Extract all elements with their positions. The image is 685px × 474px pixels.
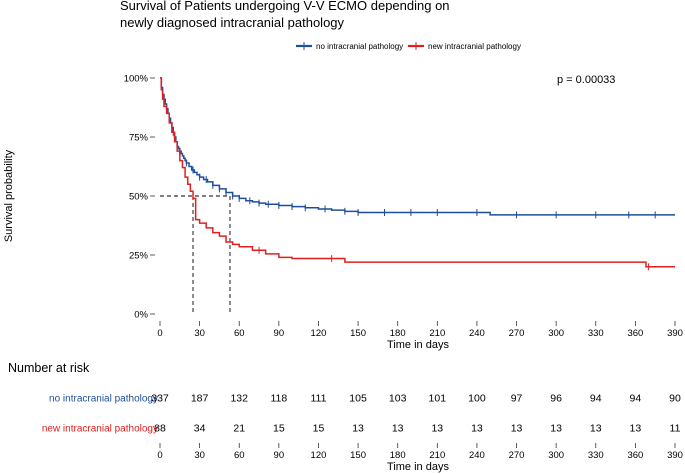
- x-tick-label: 90: [274, 328, 285, 339]
- risk-table-cell: 15: [313, 423, 325, 435]
- x-tick-label: 30: [194, 328, 205, 339]
- risk-table-cell: 337: [151, 393, 169, 405]
- x-tick-label: 180: [390, 328, 406, 339]
- risk-table-cell: 100: [468, 393, 486, 405]
- survival-curve-no-pathology: [160, 77, 675, 216]
- risk-x-tick-label: 210: [429, 450, 445, 461]
- risk-table-cell: 132: [230, 393, 248, 405]
- x-tick-label: 300: [548, 328, 564, 339]
- survival-curve-new-pathology: [160, 77, 675, 268]
- risk-table-cell: 13: [352, 423, 364, 435]
- risk-table-cell: 97: [511, 393, 523, 405]
- risk-x-tick-label: 390: [667, 450, 683, 461]
- chart-title-line-2: newly diagnosed intracranial pathology: [120, 15, 345, 30]
- risk-table-cell: 21: [233, 423, 245, 435]
- x-tick-label: 240: [469, 328, 485, 339]
- risk-table-cell: 13: [471, 423, 483, 435]
- y-tick-label: 0%: [134, 310, 148, 321]
- risk-row-label: new intracranial pathology: [42, 424, 158, 435]
- risk-table-cell: 105: [349, 393, 367, 405]
- x-tick-label: 390: [667, 328, 683, 339]
- risk-table-x-axis-title: Time in days: [387, 461, 449, 473]
- risk-row-label: no intracranial pathology: [49, 394, 158, 405]
- risk-x-tick-label: 330: [588, 450, 604, 461]
- risk-x-tick-label: 150: [350, 450, 366, 461]
- risk-table-cell: 94: [590, 393, 602, 405]
- y-tick-label: 75%: [129, 133, 149, 144]
- risk-x-tick-label: 300: [548, 450, 564, 461]
- risk-x-tick-label: 270: [509, 450, 525, 461]
- risk-x-tick-label: 60: [234, 450, 245, 461]
- x-tick-label: 0: [157, 328, 162, 339]
- risk-table-cell: 34: [194, 423, 206, 435]
- x-tick-label: 360: [627, 328, 643, 339]
- y-tick-label: 25%: [129, 251, 149, 262]
- risk-x-tick-label: 90: [274, 450, 285, 461]
- risk-x-tick-label: 360: [627, 450, 643, 461]
- y-axis-title: Survival probability: [3, 149, 15, 242]
- x-tick-label: 210: [429, 328, 445, 339]
- y-tick-label: 50%: [129, 192, 149, 203]
- risk-table-cell: 11: [670, 423, 681, 435]
- x-tick-label: 60: [234, 328, 245, 339]
- risk-table-cell: 96: [550, 393, 562, 405]
- risk-table-cell: 187: [191, 393, 209, 405]
- risk-table-cell: 90: [669, 393, 681, 405]
- risk-table-cell: 13: [431, 423, 443, 435]
- x-tick-label: 120: [311, 328, 327, 339]
- risk-x-tick-label: 180: [390, 450, 406, 461]
- risk-table-title: Number at risk: [8, 361, 90, 375]
- risk-x-tick-label: 30: [194, 450, 205, 461]
- km-axes: 0% 25% 50% 75% 100% 0 30 60 90 120 150 180 210 240 270…: [124, 74, 683, 340]
- x-tick-label: 270: [509, 328, 525, 339]
- risk-table-cell: 111: [310, 393, 326, 405]
- survival-curves: [160, 77, 675, 271]
- risk-table-cell: 13: [550, 423, 562, 435]
- legend: no intracranial pathology new intracrani…: [296, 42, 521, 51]
- risk-table-cell: 13: [392, 423, 404, 435]
- legend-label-new-pathology: new intracranial pathology: [428, 42, 521, 51]
- risk-table-cell: 13: [511, 423, 523, 435]
- x-tick-label: 330: [588, 328, 604, 339]
- risk-table-cell: 13: [590, 423, 602, 435]
- risk-table-cell: 88: [154, 423, 166, 435]
- risk-table-cell: 118: [270, 393, 287, 405]
- risk-table-cell: 101: [429, 393, 447, 405]
- risk-x-tick-label: 240: [469, 450, 485, 461]
- risk-table-cell: 13: [630, 423, 642, 435]
- y-tick-label: 100%: [124, 74, 149, 85]
- median-reference-lines: [160, 195, 231, 314]
- x-tick-label: 150: [350, 328, 366, 339]
- risk-x-tick-label: 0: [157, 450, 162, 461]
- chart-title-line-1: Survival of Patients undergoing V-V ECMO…: [120, 0, 450, 13]
- legend-label-no-pathology: no intracranial pathology: [316, 42, 403, 51]
- x-axis-title: Time in days: [387, 339, 449, 351]
- risk-table-cell: 103: [389, 393, 407, 405]
- p-value-annotation: p = 0.00033: [557, 74, 615, 86]
- risk-table-cell: 15: [273, 423, 285, 435]
- risk-x-tick-label: 120: [311, 450, 327, 461]
- risk-table-cell: 94: [630, 393, 642, 405]
